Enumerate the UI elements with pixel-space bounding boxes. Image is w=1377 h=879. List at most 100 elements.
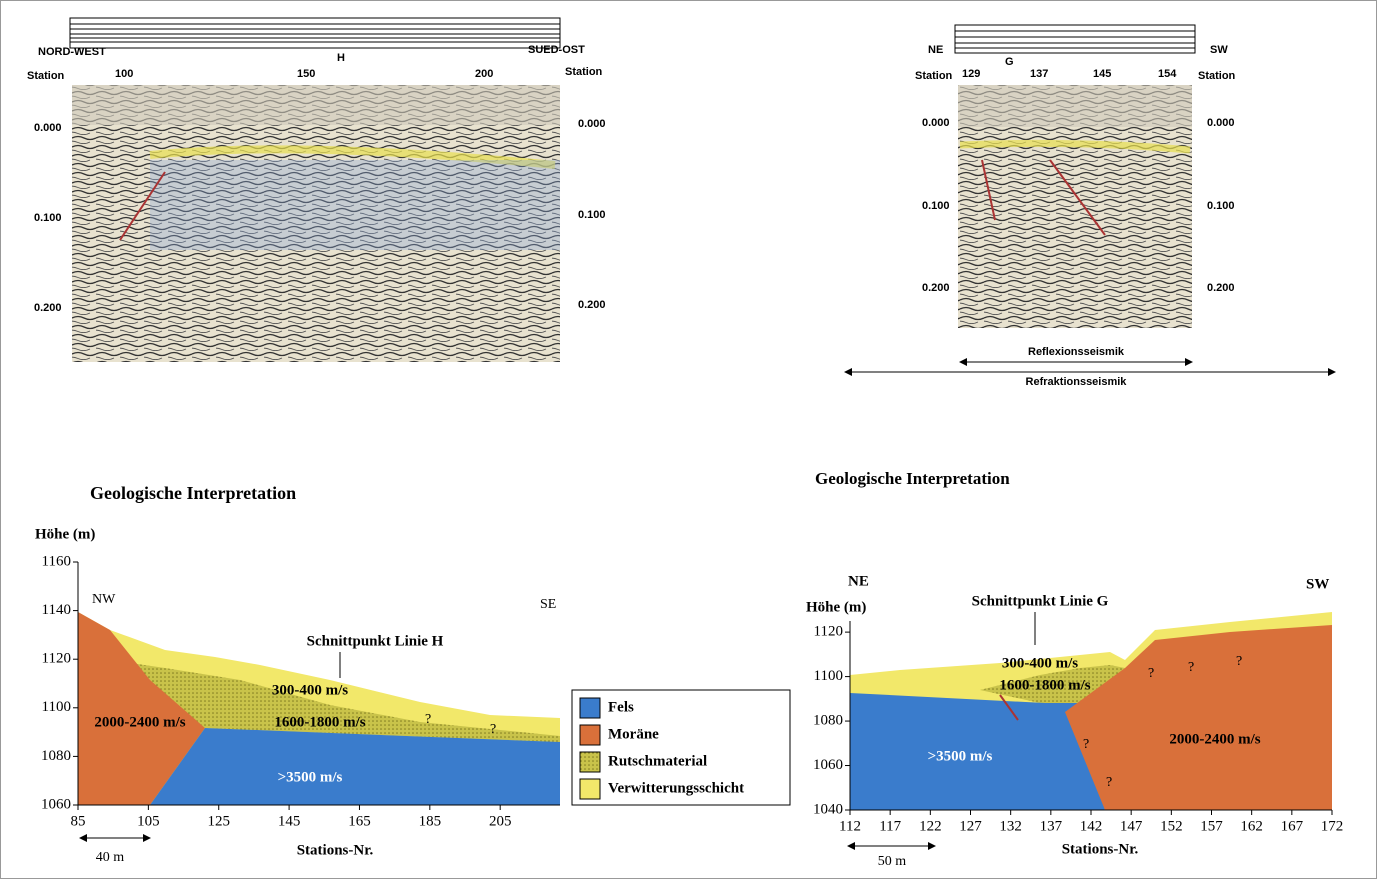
legend-label: Verwitterungsschicht xyxy=(608,780,744,796)
time-label: 0.200 xyxy=(578,299,606,311)
legend xyxy=(571,689,791,806)
question-mark: ? xyxy=(490,722,496,737)
velocity-label: 2000-2400 m/s xyxy=(94,714,185,730)
y-tick-label: 1100 xyxy=(42,699,71,715)
x-tick-label: 185 xyxy=(419,813,442,829)
direction-label: NW xyxy=(92,592,116,607)
scale-label: 40 m xyxy=(96,850,125,865)
time-label: 0.000 xyxy=(1207,117,1235,129)
question-mark: ? xyxy=(1083,737,1089,752)
velocity-label: 1600-1800 m/s xyxy=(999,677,1090,693)
station-tick: 100 xyxy=(115,68,133,80)
intersection-label: Schnittpunkt Linie H xyxy=(307,633,444,649)
axes: 1060 1080 1100 1120 1140 1160 85 105 125 145 165 18… xyxy=(41,553,560,829)
y-tick-label: 1060 xyxy=(813,757,843,773)
station-tick: 137 xyxy=(1030,68,1048,80)
header-label: SUED-OST xyxy=(528,44,585,56)
y-tick-label: 1120 xyxy=(814,624,843,640)
station-label: Station xyxy=(27,70,65,82)
y-tick-label: 1120 xyxy=(42,651,71,667)
time-label: 0.200 xyxy=(922,282,950,294)
velocity-label: >3500 m/s xyxy=(928,748,993,764)
y-tick-label: 1060 xyxy=(41,796,71,812)
x-tick-label: 122 xyxy=(919,818,942,834)
time-label: 0.100 xyxy=(922,200,950,212)
x-tick-label: 105 xyxy=(137,813,160,829)
station-tick: 145 xyxy=(1093,68,1111,80)
velocity-label: 1600-1800 m/s xyxy=(274,714,365,730)
question-mark: ? xyxy=(1236,654,1242,669)
x-axis-label: Stations-Nr. xyxy=(1062,841,1139,857)
y-tick-label: 1160 xyxy=(42,553,71,569)
x-tick-label: 127 xyxy=(959,818,982,834)
legend-label: Fels xyxy=(608,699,634,715)
x-tick-label: 205 xyxy=(489,813,512,829)
y-tick-label: 1040 xyxy=(813,801,843,817)
velocity-label: 300-400 m/s xyxy=(1002,655,1078,671)
y-axis-label: Höhe (m) xyxy=(35,526,95,542)
section-right xyxy=(850,612,1332,810)
question-mark: ? xyxy=(425,712,431,727)
x-tick-label: 167 xyxy=(1281,818,1304,834)
marker: G xyxy=(1005,56,1014,68)
question-mark: ? xyxy=(1106,775,1112,790)
time-label: 0.000 xyxy=(34,122,62,134)
header-label: NORD-WEST xyxy=(38,46,106,58)
x-tick-label: 162 xyxy=(1240,818,1263,834)
direction-label: NE xyxy=(848,573,869,589)
seismic-left xyxy=(69,17,561,362)
legend-label: Moräne xyxy=(608,726,659,742)
section-left xyxy=(78,612,560,805)
station-tick: 129 xyxy=(962,68,980,80)
time-label: 0.000 xyxy=(922,117,950,129)
x-tick-label: 147 xyxy=(1120,818,1143,834)
question-mark: ? xyxy=(1188,660,1194,675)
arrow-label: Reflexionsseismik xyxy=(1028,346,1125,358)
marker: H xyxy=(337,52,345,64)
x-tick-label: 172 xyxy=(1321,818,1344,834)
time-label: 0.100 xyxy=(34,212,62,224)
x-axis-label: Stations-Nr. xyxy=(297,842,374,858)
time-label: 0.000 xyxy=(578,118,606,130)
velocity-label: 2000-2400 m/s xyxy=(1169,731,1260,747)
x-tick-label: 125 xyxy=(207,813,230,829)
x-tick-label: 142 xyxy=(1080,818,1103,834)
section-title: Geologische Interpretation xyxy=(815,469,1010,488)
x-tick-label: 85 xyxy=(71,813,86,829)
station-tick: 200 xyxy=(475,68,493,80)
question-mark: ? xyxy=(1148,666,1154,681)
x-tick-label: 112 xyxy=(839,818,861,834)
scale-label: 50 m xyxy=(878,854,907,869)
time-label: 0.100 xyxy=(1207,200,1235,212)
y-tick-label: 1080 xyxy=(813,712,843,728)
y-tick-label: 1140 xyxy=(42,602,71,618)
station-label: Station xyxy=(1198,70,1236,82)
header-label: NE xyxy=(928,44,943,56)
legend-label: Rutschmaterial xyxy=(608,753,707,769)
time-label: 0.200 xyxy=(1207,282,1235,294)
time-label: 0.200 xyxy=(34,302,62,314)
direction-label: SW xyxy=(1306,576,1329,592)
intersection-label: Schnittpunkt Linie G xyxy=(972,593,1109,609)
y-axis-label: Höhe (m) xyxy=(806,599,866,615)
velocity-label: 300-400 m/s xyxy=(272,682,348,698)
direction-label: SE xyxy=(540,597,556,612)
x-tick-label: 117 xyxy=(879,818,901,834)
x-tick-label: 145 xyxy=(278,813,301,829)
velocity-label: >3500 m/s xyxy=(278,769,343,785)
station-tick: 150 xyxy=(297,68,315,80)
station-label: Station xyxy=(565,66,603,78)
arrow-label: Refraktionsseismik xyxy=(1026,376,1128,388)
y-tick-label: 1100 xyxy=(814,668,843,684)
station-tick: 154 xyxy=(1158,68,1177,80)
x-tick-label: 132 xyxy=(999,818,1022,834)
section-title: Geologische Interpretation xyxy=(90,483,296,503)
x-tick-label: 152 xyxy=(1160,818,1183,834)
time-label: 0.100 xyxy=(578,209,606,221)
x-tick-label: 157 xyxy=(1200,818,1223,834)
y-tick-label: 1080 xyxy=(41,748,71,764)
axes: 1040 1060 1080 1100 1120 112 117 122 127 132 137 14… xyxy=(813,621,1343,834)
x-tick-label: 137 xyxy=(1040,818,1063,834)
